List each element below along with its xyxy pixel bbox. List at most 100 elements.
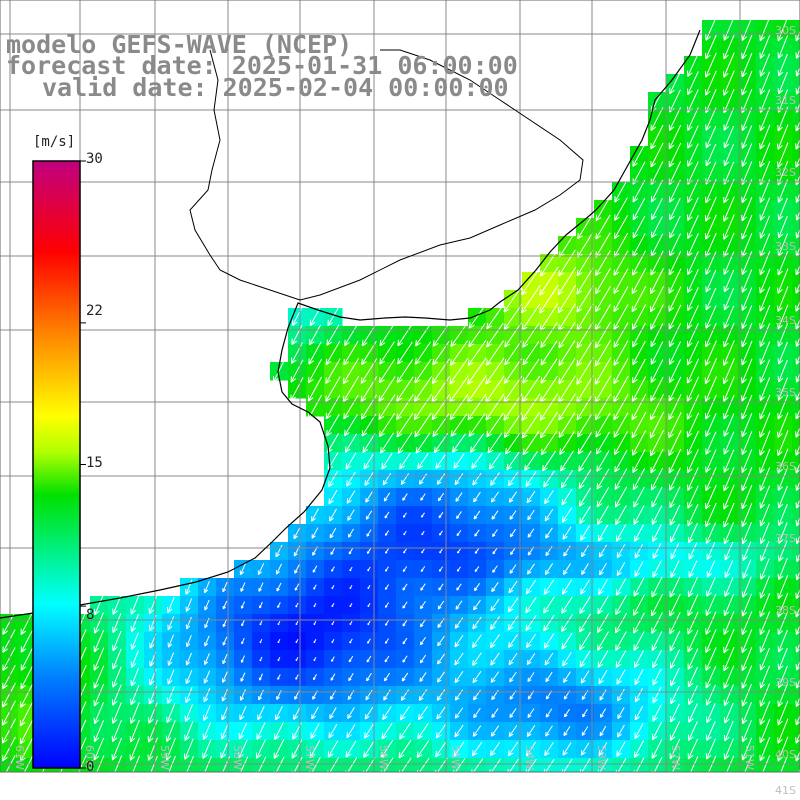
wind-arrow [277, 638, 281, 644]
wind-arrow [651, 631, 663, 651]
wind-arrow [419, 600, 426, 610]
wind-arrow [686, 412, 700, 438]
wind-arrow [687, 125, 699, 149]
wind-arrow [705, 269, 717, 293]
wind-arrow [384, 566, 389, 572]
wind-arrow [687, 666, 699, 688]
wind-arrow [450, 413, 468, 437]
wind-arrow [20, 647, 34, 671]
wind-cell [792, 758, 800, 772]
wind-arrow [204, 599, 210, 611]
wind-arrow [438, 566, 444, 572]
wind-arrow [527, 563, 535, 575]
wind-arrow [705, 467, 717, 492]
wind-arrow [259, 638, 263, 644]
wind-arrow [417, 706, 428, 721]
wind-arrow [633, 505, 645, 525]
wind-arrow [759, 197, 771, 221]
wind-arrow [741, 629, 753, 654]
wind-arrow [384, 620, 389, 626]
wind-arrow [467, 357, 487, 385]
wind-arrow [759, 683, 771, 707]
wind-arrow [576, 303, 594, 331]
wind-arrow [504, 322, 522, 348]
wind-arrow [346, 490, 356, 504]
wind-arrow [759, 448, 771, 474]
wind-arrow [327, 307, 339, 327]
wind-arrow [650, 250, 664, 276]
wind-arrow [222, 636, 228, 646]
wind-cell [702, 758, 721, 772]
wind-arrow [668, 430, 682, 457]
wind-arrow [366, 672, 372, 682]
wind-arrow [669, 197, 681, 221]
wind-arrow [313, 657, 317, 662]
wind-arrow [384, 530, 390, 536]
wind-arrow [544, 652, 554, 666]
wind-arrow [613, 431, 628, 456]
wind-arrow [650, 179, 664, 203]
wind-arrow [507, 615, 519, 631]
wind-arrow [379, 323, 395, 347]
wind-arrow [795, 498, 800, 509]
wind-arrow [454, 634, 464, 648]
wind-arrow [472, 616, 482, 630]
wind-arrow [420, 493, 426, 501]
wind-arrow [577, 412, 593, 438]
wind-arrow [777, 522, 788, 544]
wind-arrow [456, 566, 461, 572]
wind-arrow [668, 323, 682, 348]
wind-arrow [634, 687, 644, 703]
wind-arrow [687, 251, 699, 276]
wind-arrow [795, 570, 800, 581]
wind-arrow [795, 696, 800, 708]
wind-arrow [20, 611, 34, 635]
wind-cell [792, 722, 800, 741]
wind-arrow [580, 670, 590, 684]
wind-arrow [384, 655, 390, 663]
wind-arrow [521, 375, 541, 403]
wind-arrow [450, 323, 468, 347]
wind-arrow [614, 197, 628, 221]
wind-arrow [705, 251, 717, 275]
wind-arrow [418, 473, 428, 485]
wind-arrow [455, 492, 463, 502]
wind-arrow [490, 598, 500, 612]
wind-arrow [349, 621, 353, 626]
wind-arrow [615, 650, 627, 668]
wind-arrow [473, 707, 481, 719]
wind-arrow [687, 449, 699, 474]
wind-arrow [396, 359, 414, 384]
wind-arrow [633, 486, 645, 508]
wind-arrow [93, 629, 105, 653]
wind-arrow [706, 577, 716, 597]
wind-arrow [455, 600, 463, 610]
wind-arrow [561, 507, 573, 523]
wind-arrow [670, 523, 680, 543]
wind-arrow [521, 284, 541, 314]
wind-cell [216, 758, 235, 772]
wind-cell [792, 182, 800, 201]
wind-arrow [631, 393, 647, 421]
wind-arrow [669, 611, 681, 635]
wind-arrow [259, 601, 263, 609]
longitude-label: 57W [303, 745, 316, 770]
wind-arrow [596, 631, 609, 651]
wind-arrow [307, 358, 322, 384]
wind-arrow [558, 340, 576, 367]
wind-arrow [723, 322, 735, 348]
wind-arrow [724, 577, 734, 598]
wind-arrow [722, 340, 735, 366]
wind-arrow [544, 489, 554, 505]
wind-arrow [668, 304, 682, 330]
wind-arrow [563, 671, 571, 683]
wind-arrow [741, 503, 753, 528]
wind-arrow [561, 632, 573, 650]
wind-arrow [503, 285, 523, 313]
wind-cell [792, 668, 800, 687]
wind-cell [342, 758, 361, 772]
wind-arrow [777, 304, 789, 330]
wind-arrow [686, 322, 699, 348]
wind-arrow [650, 323, 664, 348]
wind-arrow [687, 485, 699, 509]
